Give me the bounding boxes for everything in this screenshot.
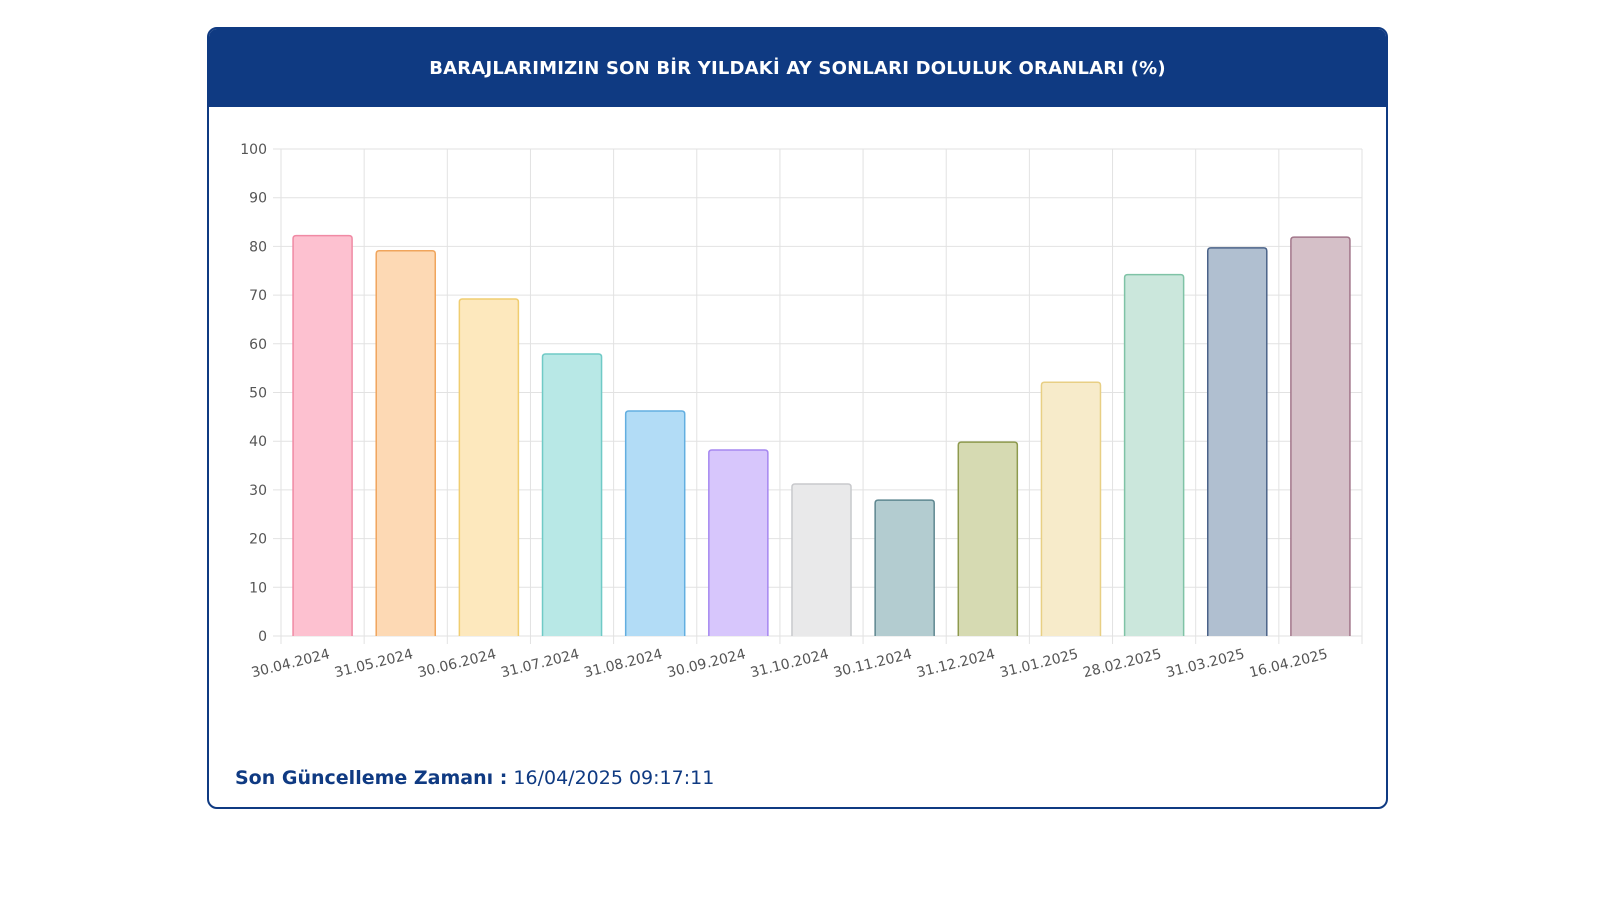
bar-31.10.2024[interactable] (791, 483, 852, 636)
x-tick-label: 30.09.2024 (666, 646, 748, 681)
last-update: Son Güncelleme Zamanı : 16/04/2025 09:17… (235, 767, 714, 789)
y-tick-label: 80 (249, 239, 267, 255)
y-tick-label: 60 (249, 337, 267, 353)
card-header: BARAJLARIMIZIN SON BİR YILDAKİ AY SONLAR… (209, 29, 1386, 107)
chart-title: BARAJLARIMIZIN SON BİR YILDAKİ AY SONLAR… (429, 57, 1166, 79)
bar-31.01.2025[interactable] (1040, 381, 1102, 636)
y-tick-label: 20 (249, 532, 267, 548)
x-tick-label: 28.02.2025 (1081, 646, 1163, 681)
bar-chart: 0 10 20 30 40 50 60 70 80 90 100 30.04.2024 31.05.2… (240, 142, 1363, 681)
bar-28.02.2025[interactable] (1123, 273, 1185, 636)
y-tick-label: 70 (249, 288, 267, 304)
bar-series (292, 234, 1351, 636)
bar-30.04.2024[interactable] (292, 234, 353, 636)
last-update-label: Son Güncelleme Zamanı : (235, 767, 508, 789)
chart-card: BARAJLARIMIZIN SON BİR YILDAKİ AY SONLAR… (207, 27, 1388, 809)
bar-30.06.2024[interactable] (458, 298, 520, 636)
x-tick-label: 16.04.2025 (1248, 646, 1330, 681)
x-tick-label: 31.07.2024 (499, 646, 581, 681)
last-update-value: 16/04/2025 09:17:11 (513, 767, 715, 789)
bar-31.05.2024[interactable] (375, 250, 436, 636)
bar-16.04.2025[interactable] (1290, 236, 1351, 636)
x-tick-label: 30.11.2024 (832, 646, 914, 681)
x-tick-label: 31.12.2024 (915, 646, 997, 681)
bar-30.11.2024[interactable] (874, 499, 935, 636)
x-tick-label: 31.01.2025 (998, 646, 1080, 681)
y-tick-label: 90 (249, 191, 267, 207)
x-tick-label: 31.10.2024 (749, 646, 831, 681)
x-tick-label: 31.08.2024 (582, 646, 664, 681)
bar-30.09.2024[interactable] (708, 449, 769, 636)
bar-31.03.2025[interactable] (1207, 247, 1268, 636)
y-axis: 0 10 20 30 40 50 60 70 80 90 100 (240, 142, 267, 645)
x-axis: 30.04.2024 31.05.2024 30.06.2024 31.07.2024… (250, 646, 1330, 681)
x-tick-label: 30.04.2024 (250, 646, 332, 681)
bar-31.08.2024[interactable] (624, 410, 686, 636)
y-tick-label: 40 (249, 434, 267, 450)
x-tick-label: 30.06.2024 (416, 646, 498, 681)
bar-31.07.2024[interactable] (541, 353, 603, 636)
y-tick-label: 50 (249, 386, 267, 402)
y-tick-label: 10 (249, 580, 267, 596)
x-tick-label: 31.05.2024 (333, 646, 415, 681)
x-tick-label: 31.03.2025 (1165, 646, 1247, 681)
bar-31.12.2024[interactable] (957, 441, 1019, 636)
y-tick-label: 0 (258, 629, 267, 645)
y-tick-label: 100 (240, 142, 267, 158)
y-tick-label: 30 (249, 483, 267, 499)
